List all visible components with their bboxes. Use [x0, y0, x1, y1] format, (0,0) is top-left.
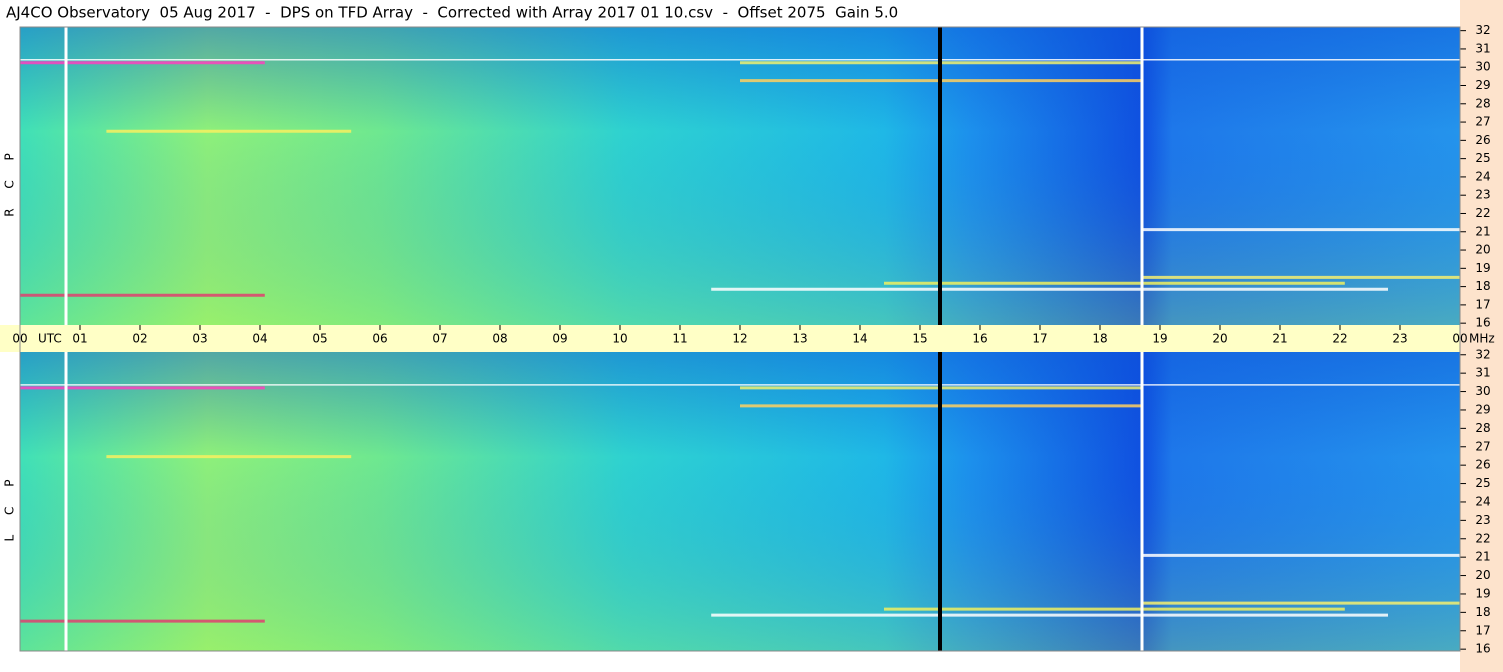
y-tick-label: 23 — [1475, 188, 1490, 202]
y-tick-label: 32 — [1475, 347, 1490, 361]
y-tick-label: 20 — [1475, 243, 1490, 257]
spectrum-shade — [20, 352, 1460, 651]
polarization-label: L C P — [3, 472, 17, 542]
x-tick-label: 19 — [1152, 332, 1167, 346]
y-tick-label: 26 — [1475, 458, 1490, 472]
y-tick-label: 30 — [1475, 60, 1490, 74]
y-axis-strip — [1460, 0, 1503, 672]
x-tick-label: 07 — [432, 332, 447, 346]
y-tick-label: 25 — [1475, 151, 1490, 165]
x-tick-label: 09 — [552, 332, 567, 346]
y-tick-label: 29 — [1475, 78, 1490, 92]
x-tick-label: 15 — [912, 332, 927, 346]
y-tick-label: 32 — [1475, 23, 1490, 37]
x-tick-label: 04 — [252, 332, 267, 346]
y-tick-label: 17 — [1475, 623, 1490, 637]
y-tick-label: 22 — [1475, 206, 1490, 220]
x-tick-label: 05 — [312, 332, 327, 346]
x-tick-label: 01 — [72, 332, 87, 346]
y-tick-label: 19 — [1475, 261, 1490, 275]
y-tick-label: 21 — [1475, 550, 1490, 564]
y-tick-label: 18 — [1475, 279, 1490, 293]
y-tick-label: 30 — [1475, 384, 1490, 398]
x-tick-label: 03 — [192, 332, 207, 346]
x-tick-label: 16 — [972, 332, 987, 346]
y-tick-label: 24 — [1475, 494, 1490, 508]
y-tick-label: 31 — [1475, 41, 1490, 55]
y-tick-label: 16 — [1475, 642, 1490, 656]
y-tick-label: 28 — [1475, 96, 1490, 110]
x-tick-label: 10 — [612, 332, 627, 346]
x-tick-label: 11 — [672, 332, 687, 346]
x-tick-label: 08 — [492, 332, 507, 346]
x-tick-label: 23 — [1392, 332, 1407, 346]
y-tick-label: 27 — [1475, 439, 1490, 453]
x-tick-label: 06 — [372, 332, 387, 346]
x-tick-label: 20 — [1212, 332, 1227, 346]
x-tick-label: 12 — [732, 332, 747, 346]
x-tick-label: 21 — [1272, 332, 1287, 346]
y-tick-label: 25 — [1475, 476, 1490, 490]
y-tick-label: 17 — [1475, 297, 1490, 311]
x-tick-label: 17 — [1032, 332, 1047, 346]
x-tick-label: 22 — [1332, 332, 1347, 346]
spectrum-shade — [20, 27, 1460, 325]
x-axis-band — [0, 325, 1460, 352]
y-unit: MHz — [1469, 332, 1495, 346]
y-tick-label: 24 — [1475, 169, 1490, 183]
y-tick-label: 19 — [1475, 586, 1490, 600]
x-unit: UTC — [38, 332, 62, 346]
x-tick-label: 14 — [852, 332, 867, 346]
y-tick-label: 31 — [1475, 366, 1490, 380]
x-tick-label: 18 — [1092, 332, 1107, 346]
y-tick-label: 27 — [1475, 115, 1490, 129]
y-tick-label: 29 — [1475, 402, 1490, 416]
x-tick-label: 13 — [792, 332, 807, 346]
y-tick-label: 26 — [1475, 133, 1490, 147]
polarization-label: R C P — [3, 145, 17, 217]
chart-title: AJ4CO Observatory 05 Aug 2017 - DPS on T… — [6, 4, 898, 22]
y-tick-label: 18 — [1475, 605, 1490, 619]
y-tick-label: 28 — [1475, 421, 1490, 435]
x-tick-label: 02 — [132, 332, 147, 346]
y-tick-label: 16 — [1475, 316, 1490, 330]
y-tick-label: 23 — [1475, 513, 1490, 527]
frame — [19, 26, 1461, 652]
y-tick-label: 20 — [1475, 568, 1490, 582]
y-tick-label: 22 — [1475, 531, 1490, 545]
y-tick-label: 21 — [1475, 224, 1490, 238]
